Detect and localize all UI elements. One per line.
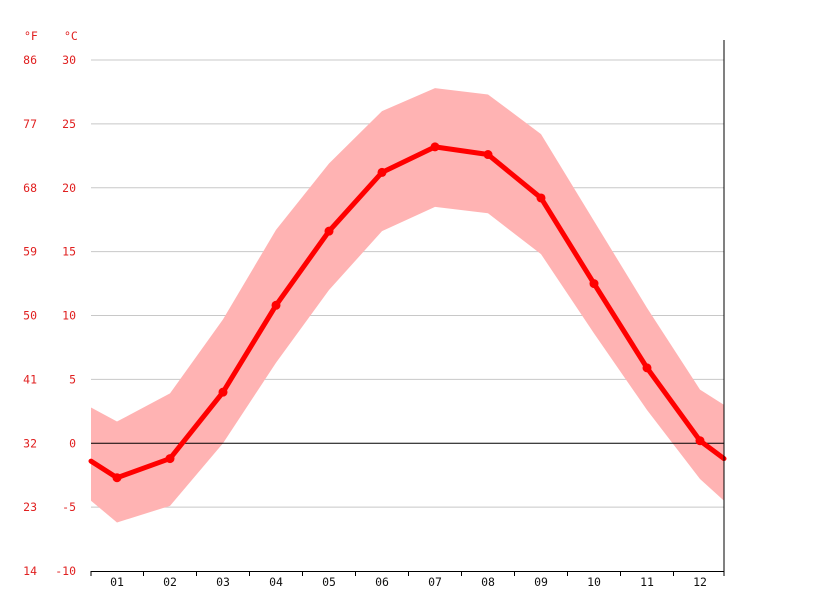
data-point bbox=[112, 473, 122, 483]
y-tick-label-celsius: 20 bbox=[62, 181, 76, 195]
unit-label-fahrenheit: °F bbox=[24, 29, 38, 43]
y-tick-label-fahrenheit: 50 bbox=[23, 309, 37, 323]
x-ticks-layer: 01 02 03 04 05 06 07 08 09 10 11 12 bbox=[90, 571, 725, 589]
y-tick-label-celsius: 10 bbox=[62, 309, 76, 323]
y-tick-label-celsius: 0 bbox=[69, 436, 76, 450]
x-tick-label: 01 bbox=[110, 575, 124, 589]
data-point bbox=[483, 150, 493, 160]
x-tick-label: 03 bbox=[216, 575, 230, 589]
temperature-range-band bbox=[91, 88, 724, 523]
y-tick-label-fahrenheit: 41 bbox=[23, 372, 37, 386]
y-tick-label-celsius: 5 bbox=[69, 372, 76, 386]
y-tick-label-fahrenheit: 77 bbox=[23, 117, 37, 131]
x-tick-label: 10 bbox=[587, 575, 601, 589]
y-tick-label-fahrenheit: 59 bbox=[23, 245, 37, 259]
y-tick-label-celsius: 15 bbox=[62, 245, 76, 259]
x-tick-label: 06 bbox=[375, 575, 389, 589]
unit-label-celsius: °C bbox=[64, 29, 78, 43]
x-tick-label: 09 bbox=[534, 575, 548, 589]
x-tick-label: 04 bbox=[269, 575, 283, 589]
data-point bbox=[589, 279, 599, 289]
data-point bbox=[324, 226, 334, 236]
y-tick-label-fahrenheit: 86 bbox=[23, 53, 37, 67]
data-point bbox=[165, 454, 175, 464]
y-tick-label-fahrenheit: 23 bbox=[23, 500, 37, 514]
y-tick-label-celsius: -5 bbox=[62, 500, 76, 514]
x-tick-label: 05 bbox=[322, 575, 336, 589]
x-tick-label: 08 bbox=[481, 575, 495, 589]
x-tick-label: 07 bbox=[428, 575, 442, 589]
y-ticks-layer: 14 -10 23 -5 32 0 41 5 50 10 59 15 68 20 77 25 86 30 bbox=[23, 53, 76, 578]
y-tick-label-fahrenheit: 14 bbox=[23, 564, 37, 578]
y-tick-label-celsius: 25 bbox=[62, 117, 76, 131]
y-tick-label-fahrenheit: 32 bbox=[23, 436, 37, 450]
data-point bbox=[642, 363, 652, 373]
data-point bbox=[271, 300, 281, 310]
data-point bbox=[430, 142, 440, 152]
data-point bbox=[695, 436, 705, 446]
x-tick-label: 12 bbox=[693, 575, 707, 589]
x-tick-label: 02 bbox=[163, 575, 177, 589]
data-point bbox=[218, 387, 228, 397]
y-tick-label-fahrenheit: 68 bbox=[23, 181, 37, 195]
y-tick-label-celsius: 30 bbox=[62, 53, 76, 67]
x-tick-label: 11 bbox=[640, 575, 654, 589]
data-point bbox=[377, 167, 387, 177]
series-line bbox=[88, 144, 727, 481]
y-tick-label-celsius: -10 bbox=[55, 564, 76, 578]
data-point bbox=[536, 193, 546, 203]
points-layer bbox=[112, 142, 705, 483]
